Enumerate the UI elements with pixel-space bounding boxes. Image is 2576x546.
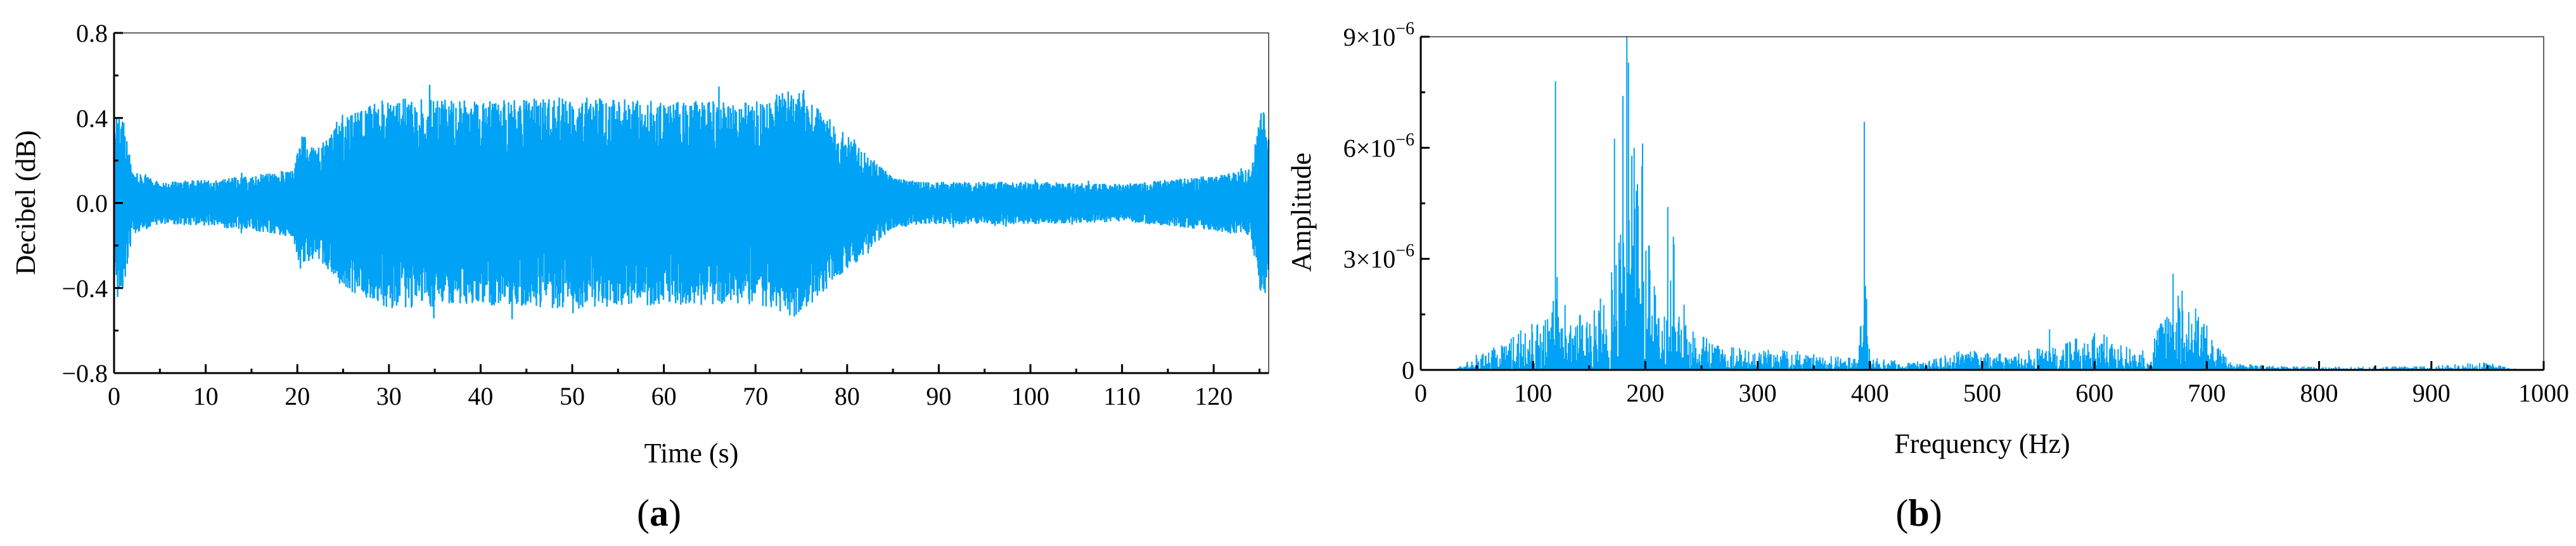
chart-b-x-tick-label: 900	[2413, 379, 2451, 407]
chart-a-x-tick-label: 110	[1103, 382, 1141, 410]
chart-b-panel-label: (b)	[1895, 492, 1942, 534]
chart-a-y-tick-label: −0.8	[61, 359, 108, 388]
chart-b-y-tick-label: 0	[1402, 356, 1414, 384]
chart-a-x-tick-label: 10	[193, 382, 219, 410]
chart-b-x-tick-label: 500	[1963, 379, 2001, 407]
chart-a-x-tick-label: 50	[560, 382, 585, 410]
chart-a-y-tick-label: 0.8	[76, 19, 108, 48]
chart-b-x-tick-label: 0	[1414, 379, 1427, 407]
chart-b-x-tick-label: 800	[2300, 379, 2338, 407]
chart-b-x-tick-label: 400	[1851, 379, 1889, 407]
chart-b-panel-letter: b	[1908, 492, 1929, 534]
chart-a-x-tick-label: 90	[926, 382, 951, 410]
chart-a-signal-line	[113, 84, 1270, 320]
chart-a-panel-letter: a	[650, 492, 669, 534]
chart-b-y-tick-label: 3×10−6	[1343, 241, 1414, 274]
chart-a-x-tick-label: 0	[108, 382, 120, 410]
chart-b-y-axis-label: Amplitude	[1286, 153, 1317, 272]
chart-b-x-tick-label: 200	[1626, 379, 1664, 407]
chart-a-y-axis-label: Decibel (dB)	[10, 130, 41, 275]
chart-b-x-tick-label: 300	[1739, 379, 1777, 407]
chart-a-y-tick-label: 0.4	[76, 104, 108, 132]
chart-a-x-tick-label: 30	[376, 382, 402, 410]
chart-a-x-tick-label: 80	[835, 382, 860, 410]
chart-a-y-tick-label: −0.4	[61, 274, 108, 303]
chart-b-y-tick-label: 6×10−6	[1343, 130, 1414, 162]
chart-a-x-tick-label: 20	[285, 382, 310, 410]
chart-a-x-tick-label: 40	[468, 382, 493, 410]
chart-b-x-tick-label: 100	[1514, 379, 1552, 407]
chart-b-x-tick-label: 700	[2188, 379, 2226, 407]
chart-b-x-axis-label: Frequency (Hz)	[1894, 428, 2070, 459]
chart-a-y-tick-label: 0.0	[76, 189, 108, 218]
chart-b-x-tick-label: 600	[2075, 379, 2113, 407]
chart-a-time-signal: 0 10 20 30 40 50 60 70 80 90 100 110 120 −0.8 −0.4 0.0…	[10, 19, 1270, 534]
chart-b-y-tick-label: 9×10−6	[1343, 19, 1414, 51]
chart-b-plot-frame	[1420, 36, 2544, 371]
chart-a-x-axis-label: Time (s)	[644, 438, 739, 469]
chart-a-panel-label: (a)	[637, 492, 681, 534]
chart-b-frequency-spectrum: 0 100 200 300 400 500 600 700 800 900 1000 0 3×10−6…	[1286, 19, 2569, 534]
chart-b-spectrum-line	[1454, 37, 2543, 370]
chart-a-x-tick-label: 60	[651, 382, 677, 410]
chart-b-x-tick-label: 1000	[2518, 379, 2569, 407]
chart-a-x-tick-label: 100	[1011, 382, 1049, 410]
chart-a-x-tick-label: 70	[743, 382, 768, 410]
chart-a-x-tick-label: 120	[1195, 382, 1233, 410]
